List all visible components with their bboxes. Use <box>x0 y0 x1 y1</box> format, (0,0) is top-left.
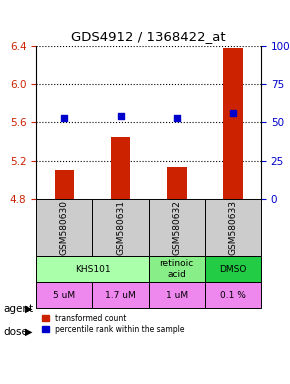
FancyBboxPatch shape <box>93 199 148 256</box>
Text: retinoic
acid: retinoic acid <box>160 259 194 279</box>
FancyBboxPatch shape <box>205 199 261 256</box>
FancyBboxPatch shape <box>36 256 148 282</box>
Bar <box>223 48 243 199</box>
Bar <box>111 137 130 199</box>
Text: ▶: ▶ <box>25 304 32 314</box>
Text: GSM580631: GSM580631 <box>116 200 125 255</box>
Text: 0.1 %: 0.1 % <box>220 291 246 300</box>
Legend: transformed count, percentile rank within the sample: transformed count, percentile rank withi… <box>40 312 186 336</box>
FancyBboxPatch shape <box>205 282 261 308</box>
Point <box>62 114 67 121</box>
Bar <box>55 170 74 199</box>
Text: GSM580632: GSM580632 <box>172 200 181 255</box>
Text: dose: dose <box>3 327 28 337</box>
FancyBboxPatch shape <box>148 256 205 282</box>
Text: ▶: ▶ <box>25 327 32 337</box>
Text: agent: agent <box>3 304 33 314</box>
Text: KHS101: KHS101 <box>75 265 110 273</box>
FancyBboxPatch shape <box>205 256 261 282</box>
Text: 1.7 uM: 1.7 uM <box>105 291 136 300</box>
Text: GSM580630: GSM580630 <box>60 200 69 255</box>
FancyBboxPatch shape <box>148 199 205 256</box>
Point <box>118 113 123 119</box>
Bar <box>167 167 186 199</box>
Point <box>174 114 179 121</box>
Title: GDS4912 / 1368422_at: GDS4912 / 1368422_at <box>71 30 226 43</box>
FancyBboxPatch shape <box>148 282 205 308</box>
Text: DMSO: DMSO <box>219 265 246 273</box>
Text: 1 uM: 1 uM <box>166 291 188 300</box>
FancyBboxPatch shape <box>36 199 93 256</box>
Text: 5 uM: 5 uM <box>53 291 75 300</box>
Point <box>231 110 235 116</box>
FancyBboxPatch shape <box>93 282 148 308</box>
FancyBboxPatch shape <box>36 282 93 308</box>
Text: GSM580633: GSM580633 <box>229 200 238 255</box>
